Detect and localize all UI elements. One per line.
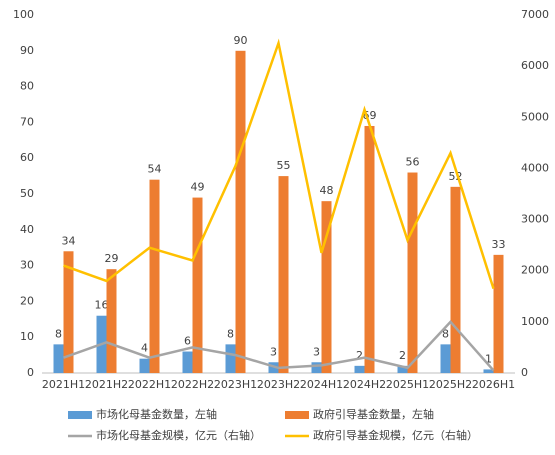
bar [440,344,451,373]
bar [63,251,74,373]
y2-tick-label: 1000 [521,315,549,328]
legend-label: 政府引导基金数量，左轴 [313,407,434,421]
bar [225,344,236,373]
y2-tick-label: 5000 [521,110,549,123]
y2-tick-label: 6000 [521,59,549,72]
y-tick-label: 60 [20,151,34,164]
bar [407,172,418,373]
y2-tick-label: 7000 [521,8,549,21]
x-tick-label: 2022H1 [128,378,171,391]
data-label: 33 [492,238,506,251]
data-label: 34 [62,234,76,247]
data-label: 2 [399,349,406,362]
bar [149,179,160,373]
x-tick-label: 2021H1 [42,378,85,391]
data-label: 1 [485,352,492,365]
x-tick-label: 2021H2 [85,378,128,391]
y-tick-label: 50 [20,187,34,200]
bar [354,365,365,373]
bar [192,197,203,373]
data-label: 6 [184,335,191,348]
data-label: 56 [406,156,420,169]
y2-tick-label: 4000 [521,161,549,174]
x-tick-label: 2023H2 [257,378,300,391]
data-label: 49 [191,181,205,194]
y-tick-label: 20 [20,294,34,307]
bar [278,176,289,373]
y2-tick-label: 3000 [521,213,549,226]
x-tick-label: 2024H1 [300,378,343,391]
data-label: 2 [356,349,363,362]
y2-tick-label: 0 [521,366,528,379]
y-tick-label: 40 [20,223,34,236]
y-tick-label: 90 [20,44,34,57]
bar [182,351,193,373]
bar [106,269,117,373]
data-label: 8 [55,327,62,340]
x-tick-label: 2025H1 [386,378,429,391]
data-label: 29 [105,252,119,265]
bar [450,186,461,373]
line [63,319,495,372]
data-label: 54 [148,163,162,176]
x-tick-label: 2023H1 [214,378,257,391]
data-label: 4 [141,342,148,355]
legend-label: 政府引导基金规模，亿元（右轴） [313,428,478,442]
data-label: 90 [234,34,248,47]
data-label: 48 [320,184,334,197]
x-tick-label: 2024H2 [343,378,386,391]
y-tick-label: 10 [20,330,34,343]
x-tick-label: 2022H2 [171,378,214,391]
y-tick-label: 0 [27,366,34,379]
y-tick-label: 30 [20,259,34,272]
bar [321,201,332,373]
bar [139,358,150,373]
bar [311,362,322,373]
data-label: 3 [313,345,320,358]
data-label: 55 [277,159,291,172]
bar [235,50,246,374]
data-label: 16 [95,299,109,312]
data-label: 8 [442,327,449,340]
data-label: 3 [270,345,277,358]
bar [397,365,408,373]
x-tick-label: 2026H1 [472,378,515,391]
line [63,38,495,289]
y-tick-label: 80 [20,80,34,93]
bar [483,369,494,373]
bar [53,344,64,373]
y-tick-label: 100 [13,8,34,21]
x-tick-label: 2025H2 [429,378,472,391]
y2-tick-label: 2000 [521,264,549,277]
data-label: 8 [227,327,234,340]
y-tick-label: 70 [20,115,34,128]
bar [493,254,504,373]
legend-swatch [285,411,309,419]
legend-label: 市场化母基金规模，亿元（右轴） [96,428,261,442]
legend-swatch [68,411,92,419]
legend-label: 市场化母基金数量，左轴 [96,407,217,421]
bar [364,125,375,373]
